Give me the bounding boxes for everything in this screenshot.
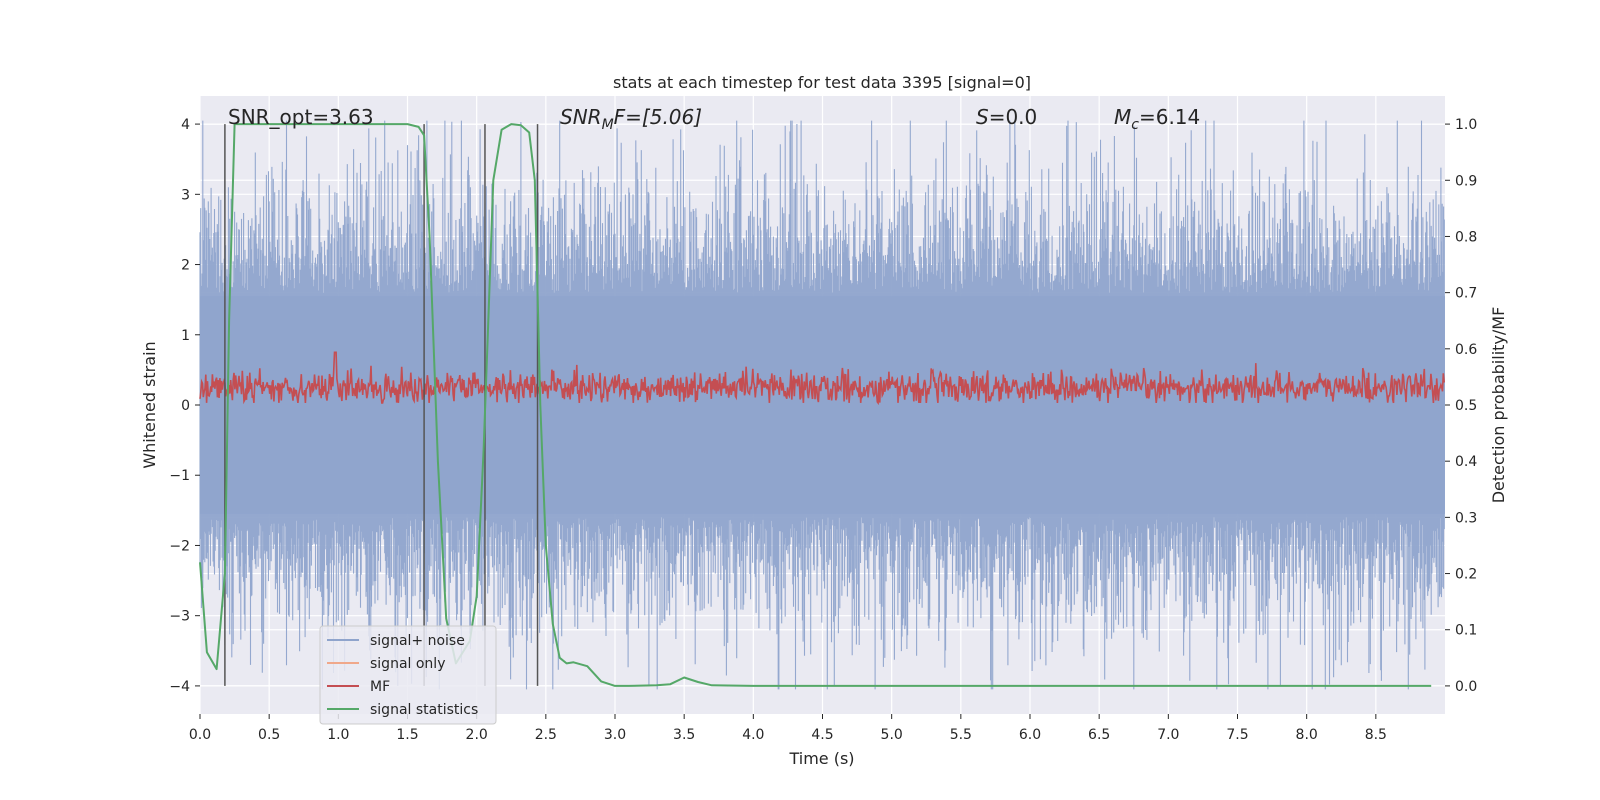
legend-box	[319, 625, 497, 725]
signal-noise-band	[200, 296, 1445, 514]
chart-title: stats at each timestep for test data 339…	[613, 73, 1031, 92]
y-tick-label: 0	[181, 398, 190, 414]
y2-tick-label: 0.0	[1455, 679, 1477, 695]
y2-tick-label: 0.6	[1455, 342, 1477, 358]
y2-tick-label: 0.4	[1455, 454, 1477, 470]
x-tick-label: 6.0	[1019, 727, 1041, 743]
y2-tick-label: 0.5	[1455, 398, 1477, 414]
x-tick-label: 8.5	[1365, 727, 1387, 743]
legend: signal+ noise signal only MF signal stat…	[319, 625, 497, 725]
x-tick-label: 7.5	[1226, 727, 1248, 743]
x-tick-label: 0.0	[189, 727, 211, 743]
x-tick-label: 2.0	[466, 727, 488, 743]
x-tick-label: 1.5	[396, 727, 418, 743]
y2-tick-label: 0.8	[1455, 229, 1477, 245]
y2-tick-label: 0.2	[1455, 567, 1477, 583]
signal-statistics-line	[199, 123, 1432, 687]
mf-series	[199, 351, 1445, 406]
legend-label-signal-only: signal only	[370, 656, 445, 672]
y-tick-label: −1	[169, 468, 190, 484]
y-tick-label: 1	[181, 328, 190, 344]
right-y-axis-ticks: 1.0 0.9 0.8 0.7 0.6 0.5 0.4 0.3 0.2 0.1 0.0	[1445, 117, 1477, 695]
x-tick-label: 1.0	[327, 727, 349, 743]
x-tick-label: 4.5	[811, 727, 833, 743]
annotation-snr-opt: SNR_opt=3.63	[228, 105, 374, 129]
x-tick-label: 5.0	[881, 727, 903, 743]
right-y-axis-label: Detection probability/MF	[1489, 307, 1508, 504]
x-tick-label: 2.5	[535, 727, 557, 743]
y-tick-label: 4	[181, 117, 190, 133]
mf-line	[199, 351, 1445, 406]
x-axis-label: Time (s)	[788, 749, 854, 768]
y2-tick-label: 1.0	[1455, 117, 1477, 133]
annotation-s: S=0.0	[976, 105, 1037, 129]
y-tick-label: 3	[181, 187, 190, 203]
legend-label-signal-statistics: signal statistics	[370, 702, 478, 718]
legend-label-mf: MF	[370, 679, 390, 695]
x-tick-label: 5.5	[950, 727, 972, 743]
y2-tick-label: 0.3	[1455, 510, 1477, 526]
signal-statistics-series	[199, 123, 1432, 687]
y2-tick-label: 0.7	[1455, 286, 1477, 302]
left-y-axis-ticks: 4 3 2 1 0 −1 −2 −3 −4	[169, 117, 200, 695]
x-axis-ticks: 0.0 0.5 1.0 1.5 2.0 2.5 3.0 3.5 4.0 4.5 5.0 5.5 6.0 6…	[189, 714, 1387, 743]
annotation-snr-mf: SNRMF=[5.06]	[560, 105, 702, 133]
y2-tick-label: 0.9	[1455, 173, 1477, 189]
legend-label-signal-noise: signal+ noise	[370, 633, 465, 649]
y-tick-label: −4	[169, 679, 190, 695]
annotation-mc: Mc=6.14	[1114, 105, 1200, 133]
signal-noise-series	[199, 120, 1445, 690]
left-y-axis-label: Whitened strain	[140, 341, 159, 468]
y-tick-label: −2	[169, 538, 190, 554]
x-tick-label: 4.0	[742, 727, 764, 743]
y2-tick-label: 0.1	[1455, 623, 1477, 639]
x-tick-label: 3.0	[604, 727, 626, 743]
x-tick-label: 8.0	[1296, 727, 1318, 743]
x-tick-label: 7.0	[1157, 727, 1179, 743]
y-tick-label: 2	[181, 258, 190, 274]
x-tick-label: 0.5	[258, 727, 280, 743]
x-tick-label: 6.5	[1088, 727, 1110, 743]
y-tick-label: −3	[169, 609, 190, 625]
x-tick-label: 3.5	[673, 727, 695, 743]
